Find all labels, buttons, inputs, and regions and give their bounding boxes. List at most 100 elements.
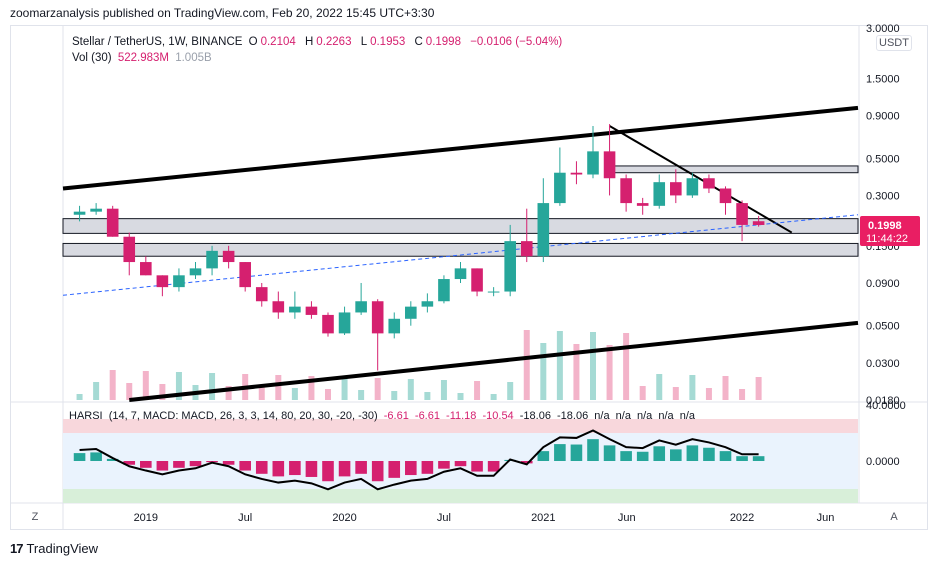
volume-bar [341,377,348,400]
candle-body [736,203,748,225]
time-axis-label: Jul [437,512,451,524]
indicator-value: n/a [679,410,696,422]
harsi-bar [173,461,185,468]
price-axis-label: 3.0000 [866,23,900,35]
harsi-bar [206,461,218,463]
indicator-value: -11.18 [446,410,477,422]
volume-bar [639,386,646,400]
price-axis-label: 1.5000 [866,73,900,85]
harsi-bar [73,453,86,461]
indicator-value: n/a [637,410,653,422]
volume-bar [606,345,613,400]
harsi-bar [471,461,483,472]
harsi-bar [719,451,732,461]
candle-body [686,178,699,196]
low-value: 0.1953 [370,36,406,48]
volume-bar [556,331,563,400]
harsi-bar [140,461,152,468]
volume-bar [275,375,282,400]
volume-bar [656,374,663,400]
harsi-bar [305,461,318,477]
time-axis-label: Jun [618,512,636,524]
indicator-value: -6.61 [414,410,440,422]
volume-bar [507,382,514,400]
harsi-bar [255,461,268,474]
harsi-bar [736,456,748,461]
support-resistance-zone [62,242,859,257]
currency-button[interactable]: USDT [876,35,912,51]
symbol-name: Stellar / TetherUS, 1W, BINANCE [72,36,243,48]
volume-bar [209,373,216,400]
indicator-name: HARSI [69,410,103,422]
volume-bar [159,384,166,400]
candle-body [73,211,86,215]
volume-legend: Vol (30) 522.983M 1.005B [72,52,215,64]
last-price-value: 0.1998 [868,220,902,232]
candle-body [140,262,152,276]
tradingview-logo-text: TradingView [26,541,99,556]
last-price-badge [860,215,920,246]
zoom-button[interactable]: Z [26,509,44,525]
harsi-bar [272,461,285,477]
candle-body [123,236,136,263]
candle-body [239,262,251,288]
bar-countdown: 11:44:22 [866,233,908,245]
indicator-value: -18.06 [557,410,589,422]
volume-bar [391,391,398,400]
time-axis-label: Jul [238,512,252,524]
indicator-legend: HARSI (14, 7, MACD: MACD, 26, 3, 3, 14, … [69,410,698,422]
volume-bar [490,394,497,400]
harsi-bar [603,445,616,461]
candle-body [388,318,401,334]
candle-body [189,268,202,276]
candle-body [636,203,649,206]
dashed-trendline [62,214,859,296]
candle-body [487,291,500,293]
volume-bar [126,383,133,400]
candle-body [206,250,218,269]
volume-bar [142,371,149,400]
candle-body [603,151,616,179]
support-resistance-zone [62,218,859,234]
open-value: 0.2104 [260,36,296,48]
indicator-params: (14, 7, MACD: MACD, 26, 3, 3, 14, 80, 20… [108,410,378,422]
harsi-bar [371,461,384,482]
candle-body [173,275,185,288]
candle-body [305,306,318,315]
candle-body [355,301,367,313]
harsi-bar [537,451,550,461]
volume-bar [109,370,116,400]
candle-body [653,182,666,206]
harsi-line [79,429,759,491]
candle-body [405,306,417,319]
volume-bar [573,344,580,400]
harsi-bar [554,444,566,461]
harsi-bar [405,461,417,476]
volume-value: 522.983M [117,52,169,64]
volume-bar [523,330,530,400]
price-axis-label: 0.0180 [866,395,900,407]
volume-bar [424,392,431,400]
volume-bar [440,380,447,400]
volume-bar [225,386,232,400]
harsi-bar [338,461,351,477]
volume-label: Vol (30) [72,52,112,64]
harsi-bar [106,458,119,461]
candle-body [537,203,550,257]
close-value: 0.1998 [425,36,461,48]
auto-scale-button[interactable]: A [885,509,903,525]
candle-body [454,268,467,280]
open-label: O [248,36,258,48]
candle-body [322,314,334,334]
candle-body [338,312,351,334]
harsi-bar [752,456,765,461]
volume-bar [76,394,83,400]
tradingview-logo[interactable]: 17 TradingView [10,541,98,556]
low-label: L [360,36,368,48]
harsi-bar [222,461,235,465]
candle-body [587,151,599,175]
volume-bar [291,388,298,400]
candle-body [106,208,119,237]
harsi-bar [670,449,682,461]
